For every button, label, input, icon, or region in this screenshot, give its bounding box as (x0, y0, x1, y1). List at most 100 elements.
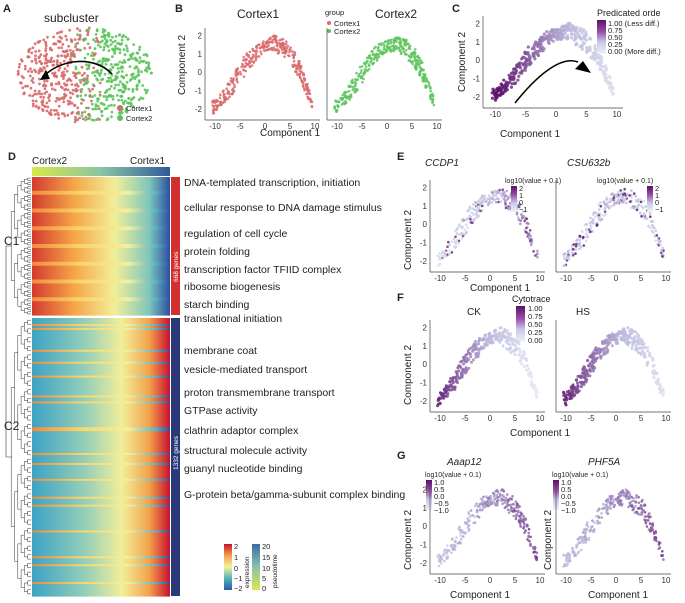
cell-point (105, 98, 109, 102)
cell-point (272, 46, 276, 49)
cell-point (584, 531, 587, 535)
cell-point (517, 74, 521, 78)
cell-point (124, 108, 128, 112)
cell-point (621, 201, 624, 204)
cell-point (114, 78, 117, 82)
cell-point (522, 526, 525, 530)
cell-point (57, 46, 61, 50)
cell-point (455, 239, 459, 242)
cell-point (120, 65, 124, 69)
heatmap-row (32, 311, 170, 314)
cell-point (123, 60, 127, 64)
cell-point (455, 371, 459, 375)
cell-point (259, 50, 262, 53)
heatmap-row (32, 534, 170, 538)
cell-point (216, 105, 219, 108)
cell-point (493, 333, 497, 337)
y-tick-label: -1 (420, 239, 428, 248)
cell-point (517, 514, 521, 518)
dendro-branch (27, 484, 31, 490)
cell-point (507, 511, 511, 515)
cell-point (649, 215, 652, 218)
heatmap-row (32, 403, 170, 406)
cell-point (635, 494, 638, 497)
cell-point (581, 236, 585, 240)
cell-point (611, 335, 615, 339)
dendro-branch (27, 571, 31, 577)
cell-point (492, 89, 496, 93)
cell-point (459, 366, 463, 369)
cell-point (511, 495, 514, 498)
cell-point (228, 92, 231, 96)
cell-point (407, 59, 411, 62)
cell-point (138, 56, 142, 60)
cell-point (248, 65, 252, 68)
heatmap-row (32, 530, 170, 534)
cell-point (486, 504, 489, 507)
dendro-branch (27, 406, 31, 412)
cell-point (56, 31, 59, 35)
cell-point (586, 364, 590, 368)
x-tick-label: -10 (209, 122, 221, 131)
cell-point (76, 84, 80, 88)
x-tick-label: 5 (513, 414, 518, 423)
cell-point (244, 59, 247, 62)
cell-point (105, 80, 109, 83)
cell-point (623, 200, 627, 204)
cell-point (41, 108, 44, 111)
cell-point (467, 529, 471, 533)
cell-point (405, 53, 408, 56)
cell-point (621, 491, 624, 495)
cell-point (88, 94, 92, 98)
cell-point (30, 70, 34, 74)
cell-point (458, 223, 461, 226)
cell-point (594, 53, 598, 57)
cell-point (522, 515, 525, 518)
cell-point (248, 50, 252, 54)
heatmap-row (32, 214, 170, 218)
cell-point (291, 50, 294, 53)
cell-point (258, 46, 262, 50)
cell-point (645, 217, 649, 220)
cell-point (611, 338, 615, 342)
cell-point (652, 376, 656, 379)
dendro-branch (27, 372, 31, 377)
cell-point (422, 76, 425, 80)
cell-point (262, 40, 265, 43)
cell-point (568, 397, 572, 400)
cell-point (144, 91, 148, 95)
cell-point (131, 105, 135, 108)
cell-point (457, 239, 461, 243)
cell-point (404, 49, 408, 52)
cell-point (115, 94, 119, 97)
cell-point (644, 519, 648, 522)
cell-point (104, 62, 108, 66)
cell-point (477, 352, 481, 355)
cell-point (526, 51, 530, 55)
x-tick-label: 5 (639, 576, 644, 585)
cell-point (234, 74, 238, 78)
cell-point (589, 216, 592, 220)
dendro-branch (20, 361, 25, 380)
heatmap-row (32, 240, 170, 243)
cell-point (269, 36, 272, 40)
heatmap-row (32, 480, 170, 484)
panel-g-ylabel-left: Component 2 (403, 510, 414, 570)
cell-point (91, 51, 94, 55)
cell-point (351, 78, 354, 82)
cell-point (618, 331, 622, 335)
cell-point (579, 535, 583, 539)
heatmap-row (32, 247, 170, 251)
panel-b-legend-cortex1: Cortex1 (334, 19, 360, 28)
cell-point (417, 56, 421, 60)
cell-point (563, 257, 566, 260)
cell-point (107, 45, 110, 48)
cell-point (584, 536, 588, 540)
cell-point (65, 83, 69, 87)
cell-point (453, 540, 457, 544)
cell-point (625, 497, 628, 500)
cell-point (347, 89, 351, 93)
colorbar (511, 186, 517, 212)
cell-point (576, 374, 580, 378)
cell-point (461, 218, 464, 222)
